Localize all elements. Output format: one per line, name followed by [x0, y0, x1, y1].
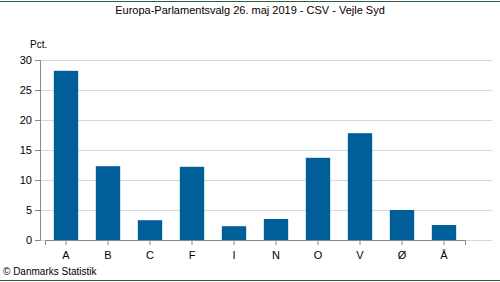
y-tick: 5 — [26, 204, 40, 216]
x-tick-label: C — [146, 249, 154, 261]
x-tick: F — [189, 240, 196, 261]
x-tick-label: Å — [440, 249, 448, 261]
x-tick: O — [314, 240, 323, 261]
bars — [54, 71, 456, 240]
grid-line — [40, 120, 492, 121]
y-tick-label: 20 — [20, 114, 32, 126]
x-axis: ABCFINOVØÅ — [46, 240, 466, 261]
bar — [264, 219, 288, 240]
bar — [306, 158, 330, 240]
x-tick-label: O — [314, 249, 323, 261]
y-tick-label: 10 — [20, 174, 32, 186]
x-tick-mark — [402, 240, 403, 245]
x-tick-mark — [66, 240, 67, 245]
x-tick-label: B — [104, 249, 111, 261]
y-tick-label: 25 — [20, 84, 32, 96]
x-tick-mark — [150, 240, 151, 245]
grid-line — [40, 150, 492, 151]
y-tick: 15 — [20, 144, 40, 156]
y-label: Pct. — [30, 39, 47, 50]
y-axis: 0 5 10 15 20 25 30 — [20, 54, 41, 246]
x-tick: B — [104, 240, 111, 261]
y-tick: 25 — [20, 84, 40, 96]
y-tick-label: 0 — [26, 234, 32, 246]
y-tick-mark — [35, 60, 40, 61]
x-tick: V — [356, 240, 364, 261]
y-tick: 30 — [20, 54, 40, 66]
y-tick-label: 5 — [26, 204, 32, 216]
x-tick-label: F — [189, 249, 196, 261]
x-tick: C — [146, 240, 154, 261]
y-tick-mark — [35, 150, 40, 151]
x-tick-label: I — [232, 249, 235, 261]
x-tick-label: V — [356, 249, 364, 261]
x-tick: A — [62, 240, 70, 261]
bar — [180, 167, 204, 240]
x-tick-label: A — [62, 249, 70, 261]
x-tick-label: N — [272, 249, 280, 261]
grid — [40, 61, 492, 241]
bar — [390, 210, 414, 240]
bar — [222, 226, 246, 240]
bar — [138, 220, 162, 240]
y-tick-mark — [35, 120, 40, 121]
x-tick-mark — [192, 240, 193, 245]
y-tick: 10 — [20, 174, 40, 186]
x-tick-mark — [318, 240, 319, 245]
x-tick: I — [232, 240, 235, 261]
bar — [54, 71, 78, 240]
x-tick-label: Ø — [398, 249, 407, 261]
x-tick-mark — [108, 240, 109, 245]
x-tick-mark — [276, 240, 277, 245]
x-tick-mark — [444, 240, 445, 245]
top-rule — [0, 1, 500, 2]
x-axis-line — [46, 241, 466, 246]
grid-line — [40, 90, 492, 91]
x-tick: N — [272, 240, 280, 261]
y-tick: 20 — [20, 114, 40, 126]
y-axis-line — [35, 61, 41, 241]
source: © Danmarks Statistik — [3, 266, 98, 277]
x-tick-mark — [234, 240, 235, 245]
x-tick: Å — [440, 240, 448, 261]
title: Europa-Parlamentsvalg 26. maj 2019 - CSV… — [115, 4, 385, 16]
grid-line — [40, 60, 492, 61]
y-tick-mark — [35, 180, 40, 181]
y-tick-mark — [35, 240, 40, 241]
y-tick-mark — [35, 210, 40, 211]
y-tick: 0 — [26, 234, 40, 246]
bottom-rule — [0, 280, 500, 281]
y-tick-mark — [35, 90, 40, 91]
bar — [96, 166, 120, 240]
x-tick: Ø — [398, 240, 407, 261]
y-tick-label: 30 — [20, 54, 32, 66]
y-tick-label: 15 — [20, 144, 32, 156]
bar — [432, 225, 456, 240]
x-tick-mark — [360, 240, 361, 245]
bar — [348, 133, 372, 240]
